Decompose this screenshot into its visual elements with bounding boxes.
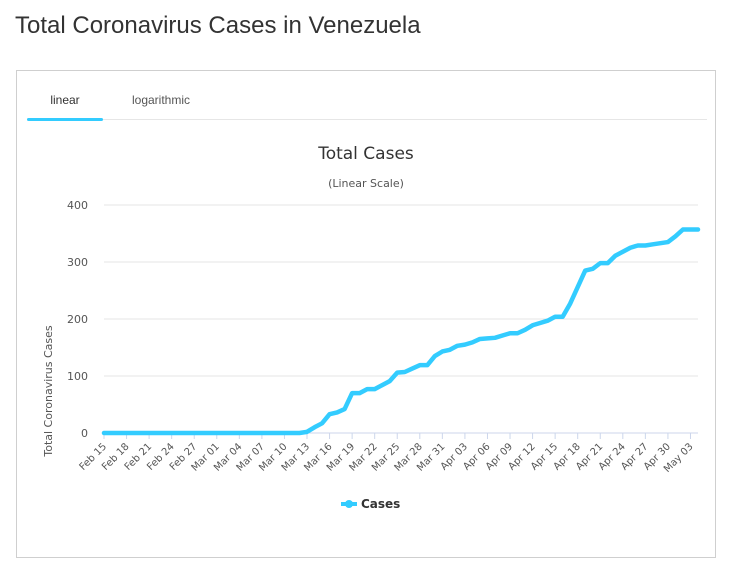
legend-marker xyxy=(345,500,353,508)
y-tick-label: 0 xyxy=(81,427,88,440)
y-axis-ticks: 0 100 200 300 400 xyxy=(67,199,88,440)
chart-panel: linear logarithmic Total Cases (Linear S… xyxy=(16,70,716,558)
tab-linear-label: linear xyxy=(50,93,80,107)
y-tick-label: 200 xyxy=(67,313,88,326)
legend-label-cases: Cases xyxy=(361,497,400,511)
y-tick-label: 100 xyxy=(67,370,88,383)
tab-linear[interactable]: linear xyxy=(27,71,103,121)
chart-subtitle: (Linear Scale) xyxy=(328,177,404,190)
gridlines xyxy=(104,204,698,434)
y-tick-label: 400 xyxy=(67,199,88,212)
line-chart: Total Cases (Linear Scale) Total Coronav… xyxy=(42,144,701,511)
y-axis-title: Total Coronavirus Cases xyxy=(42,325,55,458)
y-tick-label: 300 xyxy=(67,256,88,269)
active-tab-indicator xyxy=(27,118,103,121)
scale-tabs: linear logarithmic xyxy=(27,71,707,121)
tab-logarithmic-label: logarithmic xyxy=(131,93,191,107)
legend[interactable]: Cases xyxy=(341,497,400,511)
series-line-cases xyxy=(101,227,701,436)
page-title: Total Coronavirus Cases in Venezuela xyxy=(15,12,421,39)
chart-title: Total Cases xyxy=(317,144,414,164)
tab-logarithmic[interactable]: logarithmic xyxy=(123,71,199,119)
